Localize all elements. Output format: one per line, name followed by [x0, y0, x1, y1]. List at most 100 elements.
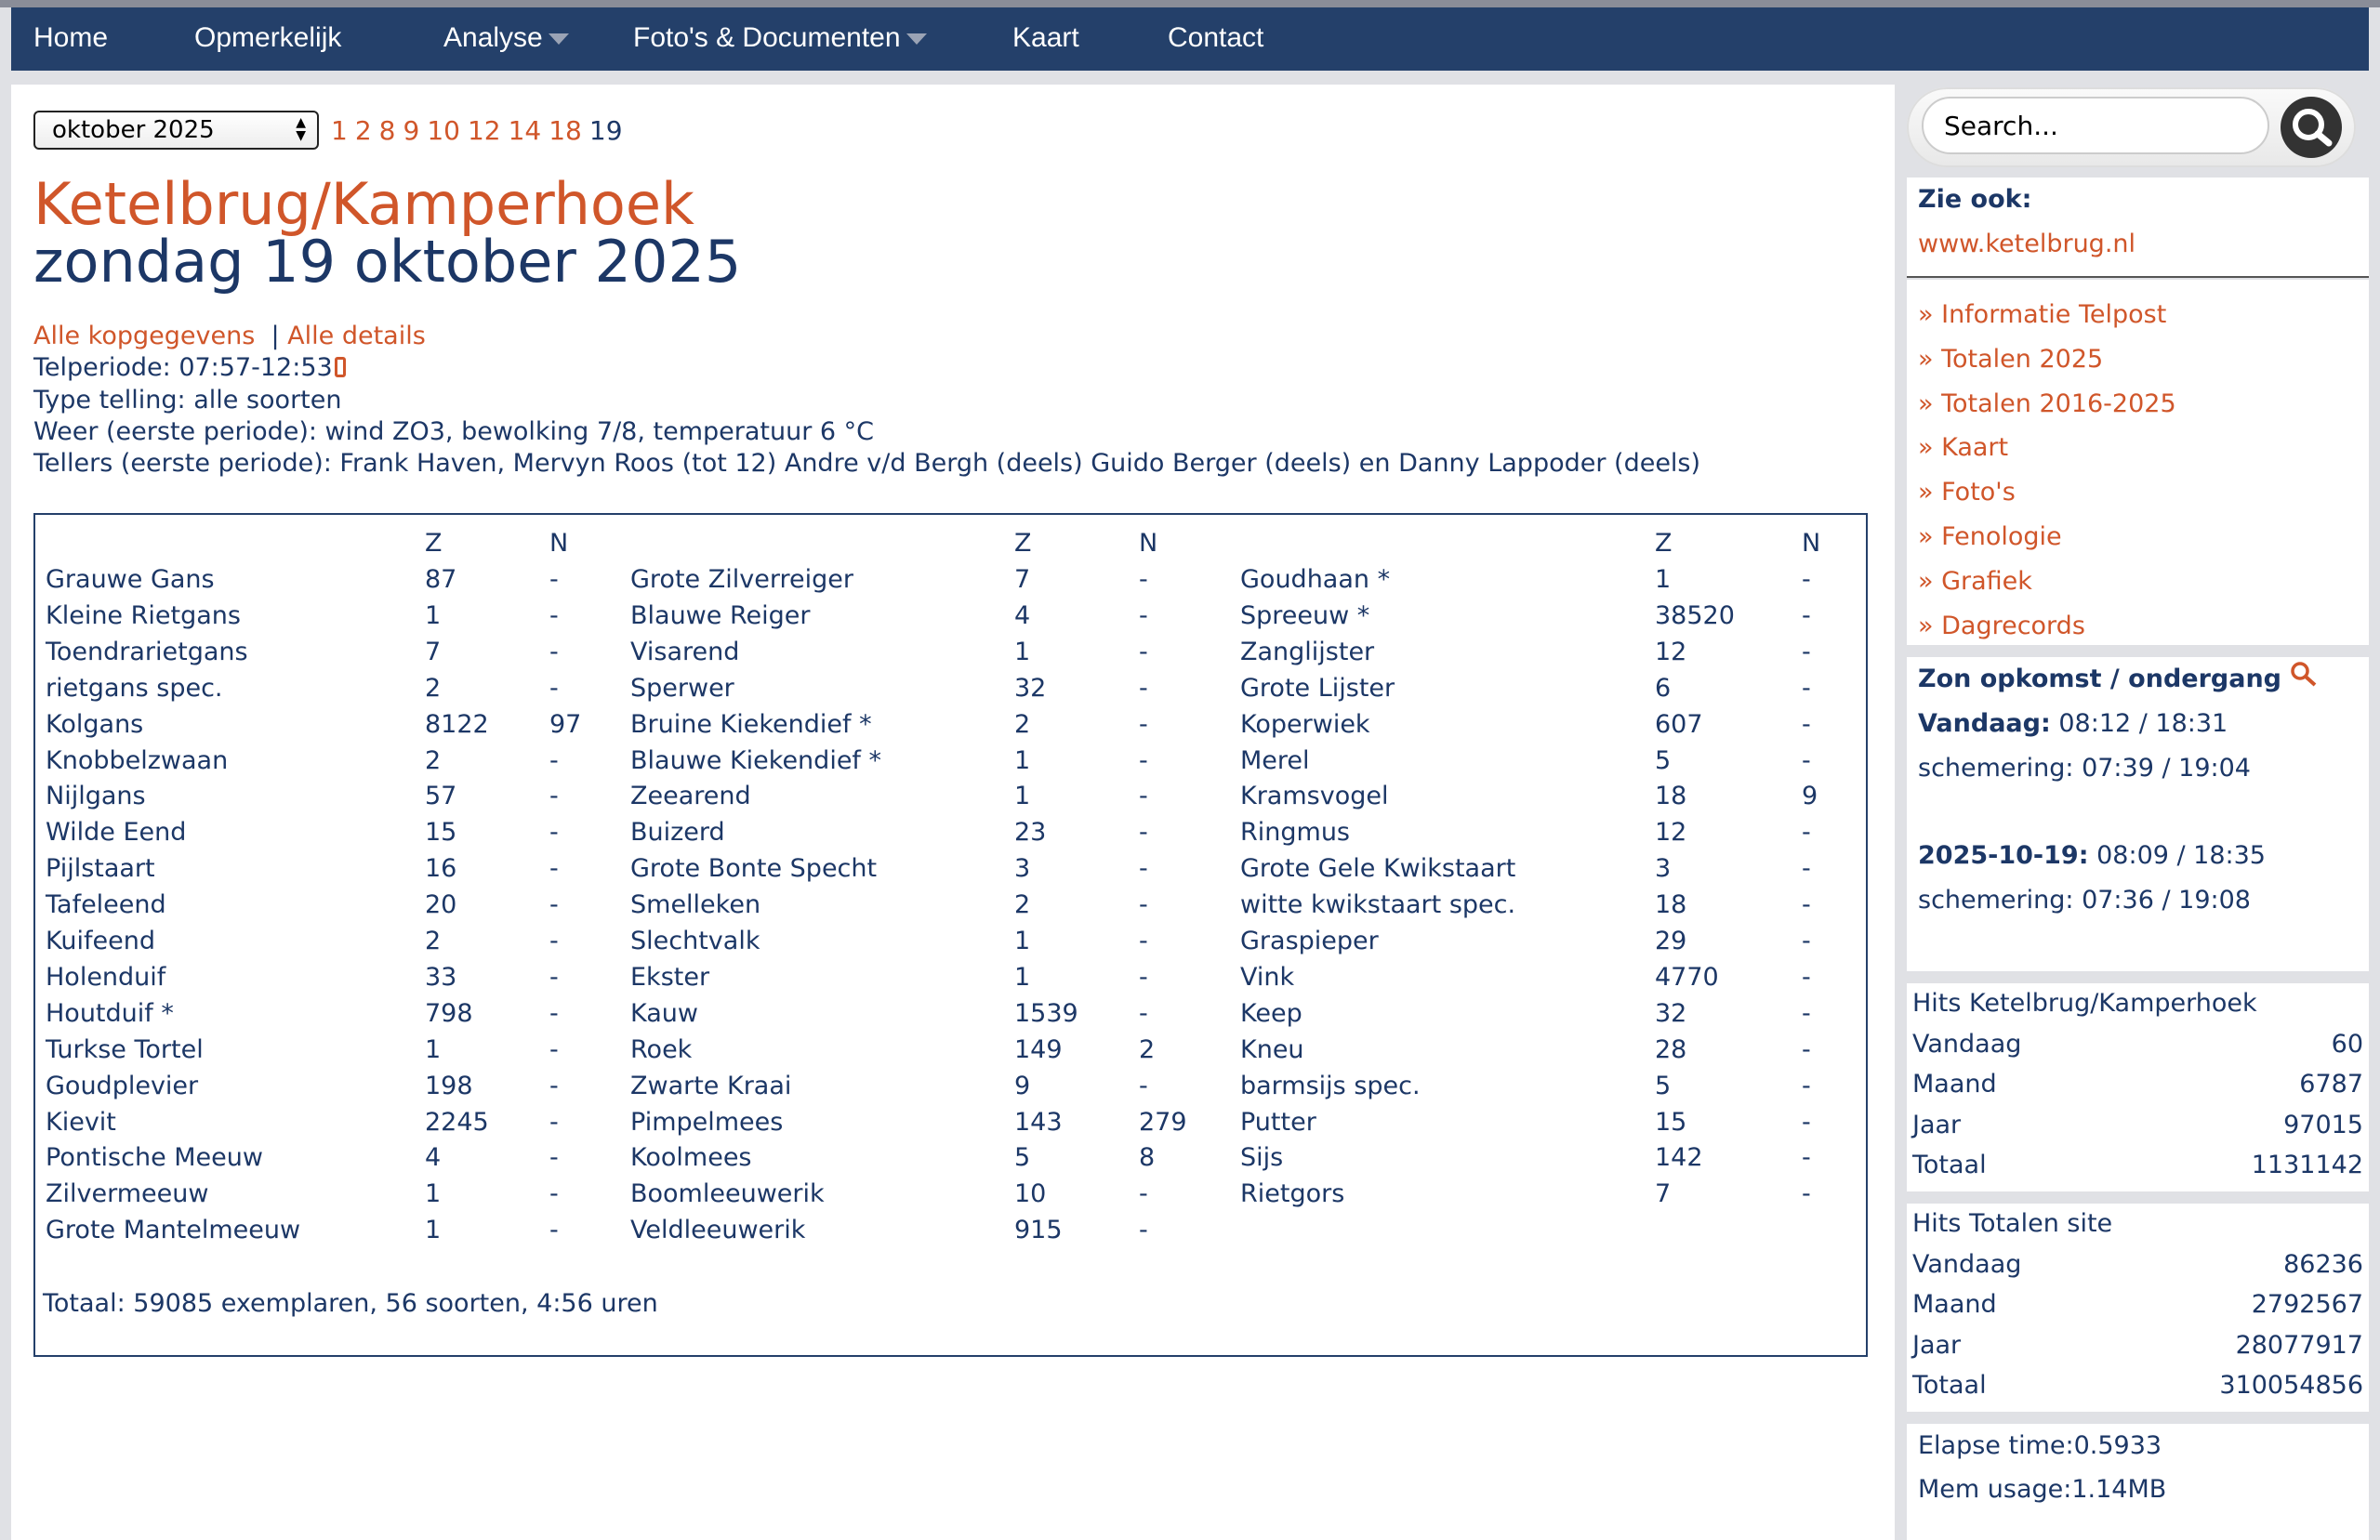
count-z: 87: [425, 565, 457, 594]
nav-item[interactable]: Home: [33, 7, 108, 71]
count-z: 20: [425, 890, 457, 920]
hits-row: Vandaag 60: [1912, 1024, 2363, 1065]
species-name: Kramsvogel: [1240, 782, 1389, 811]
species-name: Blauwe Reiger: [630, 600, 811, 630]
count-type: Type telling: alle soorten: [33, 385, 342, 415]
sidebar-link[interactable]: » Foto's: [1918, 478, 2016, 507]
count-z: 2: [1014, 709, 1031, 739]
species-name: witte kwikstaart spec.: [1240, 890, 1516, 920]
hits-label: Jaar: [1912, 1110, 1962, 1139]
sidebar-link[interactable]: » Grafiek: [1918, 566, 2032, 596]
species-name: Buizerd: [630, 818, 725, 848]
date-label: 2025-10-19:: [1918, 841, 2089, 871]
day-link[interactable]: 1: [331, 115, 348, 146]
hits-label: Vandaag: [1912, 1029, 2022, 1059]
hits-label: Maand: [1912, 1290, 1997, 1320]
sidebar-link[interactable]: » Totalen 2025: [1918, 344, 2104, 374]
all-details-link[interactable]: Alle details: [287, 322, 426, 350]
sidebar-link[interactable]: » Totalen 2016-2025: [1918, 388, 2176, 418]
species-name: Rietgors: [1240, 1179, 1345, 1209]
species-name: Grote Mantelmeeuw: [46, 1216, 301, 1245]
count-z: 1: [425, 1179, 442, 1209]
count-n: 9: [1802, 782, 1818, 811]
all-header-data-link[interactable]: Alle kopgegevens: [33, 322, 256, 350]
search-button[interactable]: [2281, 97, 2342, 158]
nav-item[interactable]: Contact: [1168, 7, 1263, 71]
nav-item[interactable]: Foto's & Documenten: [633, 7, 927, 71]
species-name: Zwarte Kraai: [630, 1071, 792, 1100]
count-z: 16: [425, 854, 457, 884]
count-n: -: [1802, 1179, 1811, 1209]
see-also-panel: Zie ook: www.ketelbrug.nl: [1907, 178, 2369, 278]
day-link[interactable]: 14: [508, 115, 542, 146]
count-z: 5: [1655, 745, 1672, 775]
count-n: -: [1802, 890, 1811, 920]
species-name: Grote Zilverreiger: [630, 565, 853, 594]
sidebar-link[interactable]: » Informatie Telpost: [1918, 300, 2167, 329]
hits-row: Totaal 1131142: [1912, 1145, 2363, 1186]
hits-value: 97015: [2283, 1110, 2363, 1139]
count-n: -: [549, 890, 559, 920]
counters: Tellers (eerste periode): Frank Haven, M…: [33, 449, 1701, 479]
day-link[interactable]: 2: [354, 115, 372, 146]
nav-item-label: Foto's & Documenten: [633, 22, 901, 53]
day-link[interactable]: 10: [427, 115, 460, 146]
search-input[interactable]: [1922, 97, 2269, 154]
count-z: 1: [425, 1216, 442, 1245]
species-name: Roek: [630, 1034, 693, 1064]
count-n: -: [1802, 927, 1811, 955]
link-separator: |: [271, 322, 280, 350]
hits-value: 2792567: [2251, 1290, 2363, 1320]
day-link[interactable]: 18: [549, 115, 582, 146]
hits-value: 28077917: [2235, 1330, 2363, 1360]
count-z: 5: [1014, 1143, 1031, 1173]
count-n: -: [1139, 998, 1148, 1028]
count-z: 149: [1014, 1034, 1063, 1064]
sidebar-link[interactable]: » Dagrecords: [1918, 611, 2085, 640]
current-day: 19: [588, 115, 623, 146]
count-n: -: [549, 1179, 559, 1209]
month-select[interactable]: oktober 2025 ▲ ▼: [33, 111, 319, 150]
count-z: 18: [1655, 782, 1687, 811]
ketelbrug-link[interactable]: www.ketelbrug.nl: [1918, 229, 2136, 258]
chevron-down-icon: [906, 33, 927, 46]
day-link[interactable]: 9: [403, 115, 420, 146]
hits-local-panel: Hits Ketelbrug/Kamperhoek Vandaag 60 Maand 6…: [1907, 983, 2369, 1191]
count-z: 28: [1655, 1034, 1687, 1064]
count-z: 6: [1655, 673, 1672, 703]
count-z: 2245: [425, 1107, 489, 1137]
count-n: -: [549, 600, 559, 630]
count-n: -: [1802, 600, 1811, 630]
nav-item[interactable]: Kaart: [1012, 7, 1079, 71]
species-name: Kauw: [630, 998, 698, 1028]
sidebar-link[interactable]: » Kaart: [1918, 433, 2009, 463]
count-z: 1: [425, 1034, 442, 1064]
count-z: 7: [425, 637, 442, 666]
species-name: Slechtvalk: [630, 927, 760, 955]
day-link[interactable]: 8: [378, 115, 396, 146]
sidebar-link[interactable]: » Fenologie: [1918, 521, 2062, 551]
count-z: 1: [1014, 637, 1031, 666]
species-name: Wilde Eend: [46, 818, 187, 848]
count-n: -: [549, 998, 559, 1028]
today-sun: 08:12 / 18:31: [2058, 708, 2228, 738]
nav-item[interactable]: Analyse: [443, 7, 569, 71]
count-n: -: [1139, 600, 1148, 630]
count-n: -: [1802, 854, 1811, 884]
nav-item[interactable]: Opmerkelijk: [194, 7, 341, 71]
count-z: 2: [425, 745, 442, 775]
species-name: Veldleeuwerik: [630, 1216, 806, 1245]
count-n: -: [549, 1071, 559, 1100]
count-n: -: [549, 673, 559, 703]
count-z: 57: [425, 782, 457, 811]
count-n: -: [1139, 709, 1148, 739]
day-link[interactable]: 12: [467, 115, 501, 146]
count-n: -: [1802, 962, 1811, 992]
species-name: Spreeuw *: [1240, 600, 1370, 630]
month-select-value: oktober 2025: [52, 116, 215, 144]
species-name: Houtduif *: [46, 998, 174, 1028]
search-icon[interactable]: [2290, 661, 2318, 689]
count-n: -: [1139, 637, 1148, 666]
count-n: -: [1802, 745, 1811, 775]
species-name: Turkse Tortel: [46, 1034, 204, 1064]
